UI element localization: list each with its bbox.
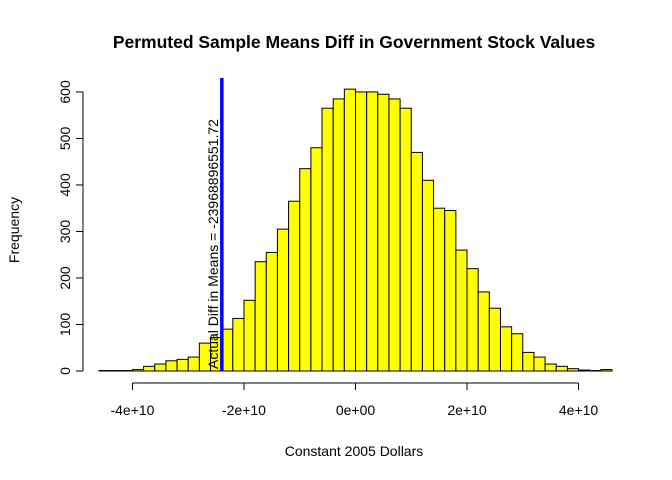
histogram-bar — [444, 210, 457, 372]
histogram-bar — [433, 207, 446, 372]
histogram-bar — [355, 91, 368, 372]
histogram-bar — [522, 351, 535, 372]
histogram-bar — [399, 107, 412, 372]
histogram-bar — [600, 369, 613, 372]
histogram-bar — [388, 98, 401, 372]
histogram-bar — [477, 291, 490, 372]
x-tick-label: -2e+10 — [222, 402, 266, 418]
y-tick-label: 400 — [57, 173, 73, 197]
x-tick-label: 0e+00 — [336, 402, 376, 418]
histogram-bar — [488, 307, 501, 372]
histogram-bar — [410, 151, 423, 372]
histogram-bar — [533, 356, 546, 372]
y-tick-label: 100 — [57, 313, 73, 337]
histogram-bar — [232, 317, 245, 372]
histogram-bar — [154, 363, 167, 372]
y-axis-label: Frequency — [6, 197, 22, 263]
y-tick-label: 300 — [57, 220, 73, 244]
histogram-bar — [544, 363, 557, 372]
histogram-bar — [499, 326, 513, 372]
histogram-bar — [288, 200, 301, 372]
histogram-bar — [165, 360, 178, 372]
reference-line-label: Actual Diff in Means = -23968896551.72 — [205, 119, 221, 369]
y-tick-label: 0 — [57, 367, 73, 375]
histogram-bar — [310, 147, 323, 372]
histogram-bar — [366, 91, 379, 372]
histogram-bar — [143, 365, 156, 372]
chart-title: Permuted Sample Means Diff in Government… — [113, 32, 596, 52]
x-tick-label: 2e+10 — [447, 402, 487, 418]
histogram-bar — [555, 365, 568, 372]
histogram-bar — [131, 369, 145, 372]
histogram-bars — [98, 88, 613, 372]
histogram-bar — [332, 98, 345, 372]
x-tick-label: 4e+10 — [559, 402, 599, 418]
histogram-bar — [511, 333, 524, 372]
histogram-bar — [578, 369, 591, 372]
histogram-bar — [566, 368, 580, 372]
y-axis: 0 100 200 300 400 500 600 — [57, 80, 84, 375]
histogram-bar — [455, 249, 468, 372]
y-tick-label: 500 — [57, 127, 73, 151]
histogram-bar — [254, 261, 267, 372]
histogram-bar — [299, 168, 312, 372]
x-tick-label: -4e+10 — [110, 402, 154, 418]
y-tick-label: 600 — [57, 80, 73, 104]
reference-line-group: Actual Diff in Means = -23968896551.72 — [205, 78, 224, 371]
histogram-bar — [176, 358, 189, 372]
x-axis-label: Constant 2005 Dollars — [285, 443, 424, 459]
histogram-bar — [265, 251, 278, 372]
x-axis: -4e+10 -2e+10 0e+00 2e+10 4e+10 — [110, 382, 599, 418]
y-tick-label: 200 — [57, 266, 73, 290]
histogram-bar — [243, 299, 256, 372]
histogram-bar — [321, 107, 334, 372]
histogram-bar — [187, 356, 200, 372]
histogram-bar — [343, 88, 357, 372]
histogram-bar — [276, 228, 290, 372]
histogram-bar — [466, 268, 479, 372]
histogram-bar — [377, 93, 390, 372]
histogram-bar — [421, 179, 435, 372]
